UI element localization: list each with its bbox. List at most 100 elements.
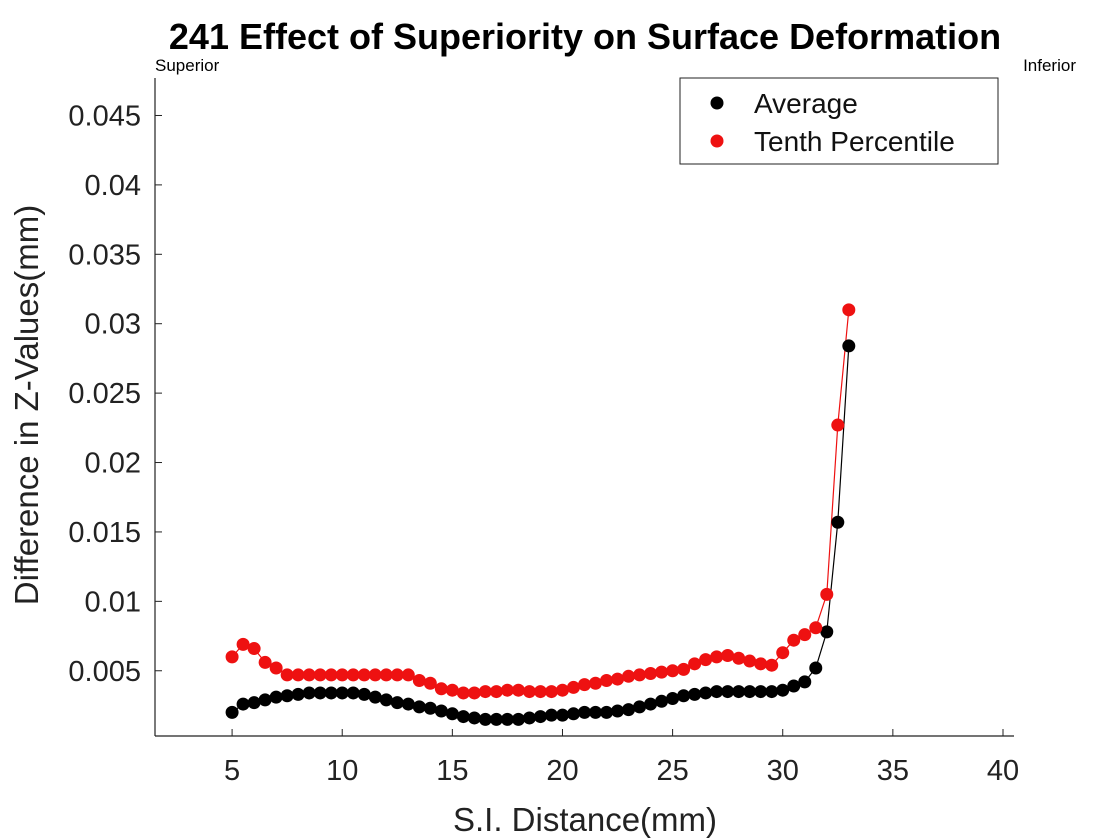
data-point <box>225 705 239 719</box>
data-point <box>655 665 669 679</box>
data-point <box>809 661 823 675</box>
data-point <box>269 661 283 675</box>
annotation-inferior: Inferior <box>1023 56 1076 75</box>
data-point <box>489 712 503 726</box>
data-point <box>368 690 382 704</box>
data-point <box>445 707 459 721</box>
data-point <box>732 685 746 699</box>
data-point <box>710 685 724 699</box>
data-point <box>831 418 845 432</box>
data-point <box>776 683 790 697</box>
data-point <box>346 668 360 682</box>
data-point <box>578 705 591 719</box>
y-tick-label: 0.005 <box>68 656 141 688</box>
data-point <box>489 685 503 699</box>
data-point <box>600 705 614 719</box>
legend-label: Tenth Percentile <box>754 126 955 157</box>
data-point <box>666 664 680 678</box>
data-point <box>423 701 437 715</box>
x-tick-label: 10 <box>326 755 358 787</box>
data-point <box>324 668 338 682</box>
x-tick-label: 5 <box>224 755 240 787</box>
data-point <box>533 685 547 699</box>
data-point <box>379 693 393 707</box>
data-point <box>699 653 713 667</box>
data-point <box>313 686 327 700</box>
data-point <box>699 686 713 700</box>
data-point <box>401 668 415 682</box>
x-tick-label: 15 <box>436 755 468 787</box>
data-point <box>467 711 481 725</box>
data-point <box>412 673 426 687</box>
data-point <box>412 700 426 714</box>
data-point <box>335 668 349 682</box>
data-point <box>765 658 779 672</box>
data-point <box>456 710 470 724</box>
data-point <box>776 646 790 660</box>
data-point <box>809 621 823 635</box>
data-point <box>258 655 272 669</box>
data-point <box>445 683 459 697</box>
data-point <box>269 690 283 704</box>
y-tick-label: 0.045 <box>68 100 141 132</box>
data-point <box>611 704 625 718</box>
data-point <box>721 685 735 699</box>
data-point <box>478 712 492 726</box>
data-point <box>622 669 636 683</box>
data-point <box>655 694 669 708</box>
data-point <box>566 707 580 721</box>
data-point <box>566 680 580 694</box>
legend-box <box>679 77 999 165</box>
legend: Average Tenth Percentile <box>679 77 999 165</box>
data-point <box>357 668 371 682</box>
data-point <box>401 697 415 711</box>
data-point <box>236 697 250 711</box>
x-tick-label: 20 <box>546 755 578 787</box>
data-point <box>423 676 437 690</box>
data-point <box>754 657 768 671</box>
legend-label: Average <box>754 88 858 119</box>
y-tick-label: 0.03 <box>85 309 141 341</box>
data-point <box>467 686 481 700</box>
data-point <box>522 685 536 699</box>
data-point <box>600 673 614 687</box>
data-point <box>500 712 514 726</box>
x-axis-label: S.I. Distance(mm) <box>453 801 717 838</box>
data-point <box>313 668 327 682</box>
series-line-1 <box>231 309 850 694</box>
data-point <box>500 683 514 697</box>
data-point <box>390 696 404 710</box>
data-point <box>721 648 735 662</box>
y-tick-label: 0.035 <box>68 239 141 271</box>
data-point <box>291 668 305 682</box>
axes <box>154 78 1014 737</box>
data-point <box>820 625 834 639</box>
data-point <box>346 686 360 700</box>
data-point <box>633 668 647 682</box>
data-point <box>798 628 812 642</box>
x-tick-label: 35 <box>877 755 909 787</box>
data-point <box>368 668 382 682</box>
data-point <box>511 683 525 697</box>
data-point <box>842 339 856 353</box>
data-point <box>280 689 294 703</box>
data-point <box>754 685 768 699</box>
legend-marker <box>710 134 724 148</box>
data-point <box>633 700 647 714</box>
data-point <box>644 697 658 711</box>
data-point <box>765 685 779 699</box>
y-tick-label: 0.02 <box>85 448 141 480</box>
data-point <box>544 685 558 699</box>
data-point <box>743 654 757 668</box>
data-point <box>302 686 316 700</box>
data-point <box>589 676 603 690</box>
data-point <box>533 710 547 724</box>
data-point <box>622 703 636 717</box>
data-point <box>611 672 625 686</box>
data-point <box>555 708 569 722</box>
data-point <box>666 692 680 706</box>
y-ticks: 0.005 0.01 0.015 0.02 0.025 0.03 0.035 0.04 0.04… <box>68 100 162 688</box>
data-point <box>335 686 349 700</box>
chart-title: 241 Effect of Superiority on Surface Def… <box>169 16 1001 57</box>
